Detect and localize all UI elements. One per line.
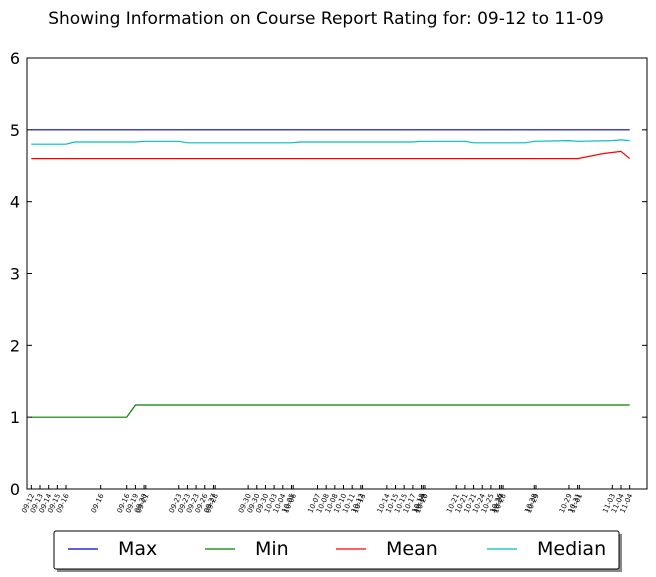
legend-label-median: Median [537, 538, 606, 560]
legend-label-max: Max [118, 538, 157, 560]
y-tick-label: 3 [10, 265, 20, 284]
legend-label-min: Min [255, 538, 289, 560]
legend-box [53, 530, 620, 570]
y-tick-label: 0 [10, 480, 20, 499]
legend-label-mean: Mean [386, 538, 438, 560]
plot-lines [31, 129, 631, 418]
legend: Max Min Mean Median [53, 530, 622, 572]
series-line-mean [31, 150, 631, 160]
y-tick-label: 5 [10, 121, 20, 140]
series-line-median [31, 139, 630, 145]
y-tick-label: 4 [10, 193, 20, 212]
chart-title: Showing Information on Course Report Rat… [48, 9, 604, 29]
y-axis: 0 1 2 3 4 5 6 [10, 49, 647, 499]
y-tick-label: 2 [10, 336, 20, 355]
y-tick-label: 1 [10, 408, 20, 427]
y-tick-label: 6 [10, 49, 20, 68]
series-line-min [31, 404, 630, 418]
